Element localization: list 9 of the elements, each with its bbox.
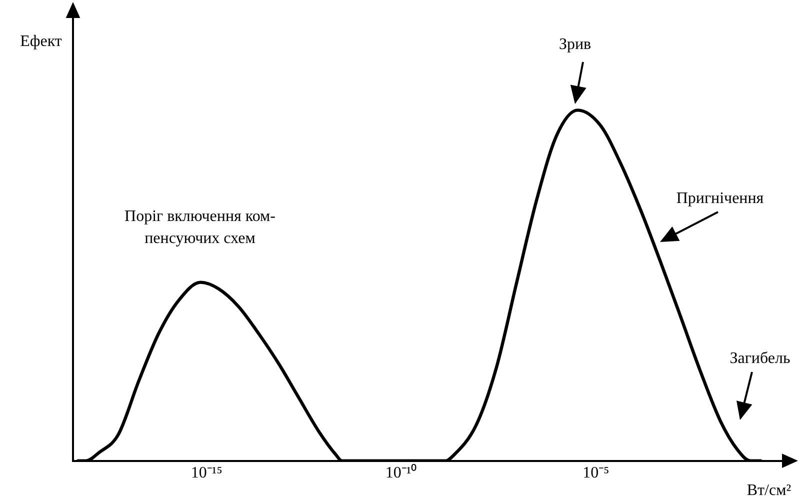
annotation: Пригнічення [676,190,764,208]
x-tick-label: 10⁻¹⁰ [385,464,418,482]
x-axis-title: Вт/см² [746,482,792,500]
x-tick-label: 10⁻¹⁵ [190,464,222,482]
text: Ефект [20,33,62,50]
text: Зрив [558,36,592,54]
x-tick-label: 10⁻⁵ [582,464,610,482]
annotation: Загибель [730,350,790,368]
annotation: Поріг включення ком- пенсуючих схем [124,208,276,248]
